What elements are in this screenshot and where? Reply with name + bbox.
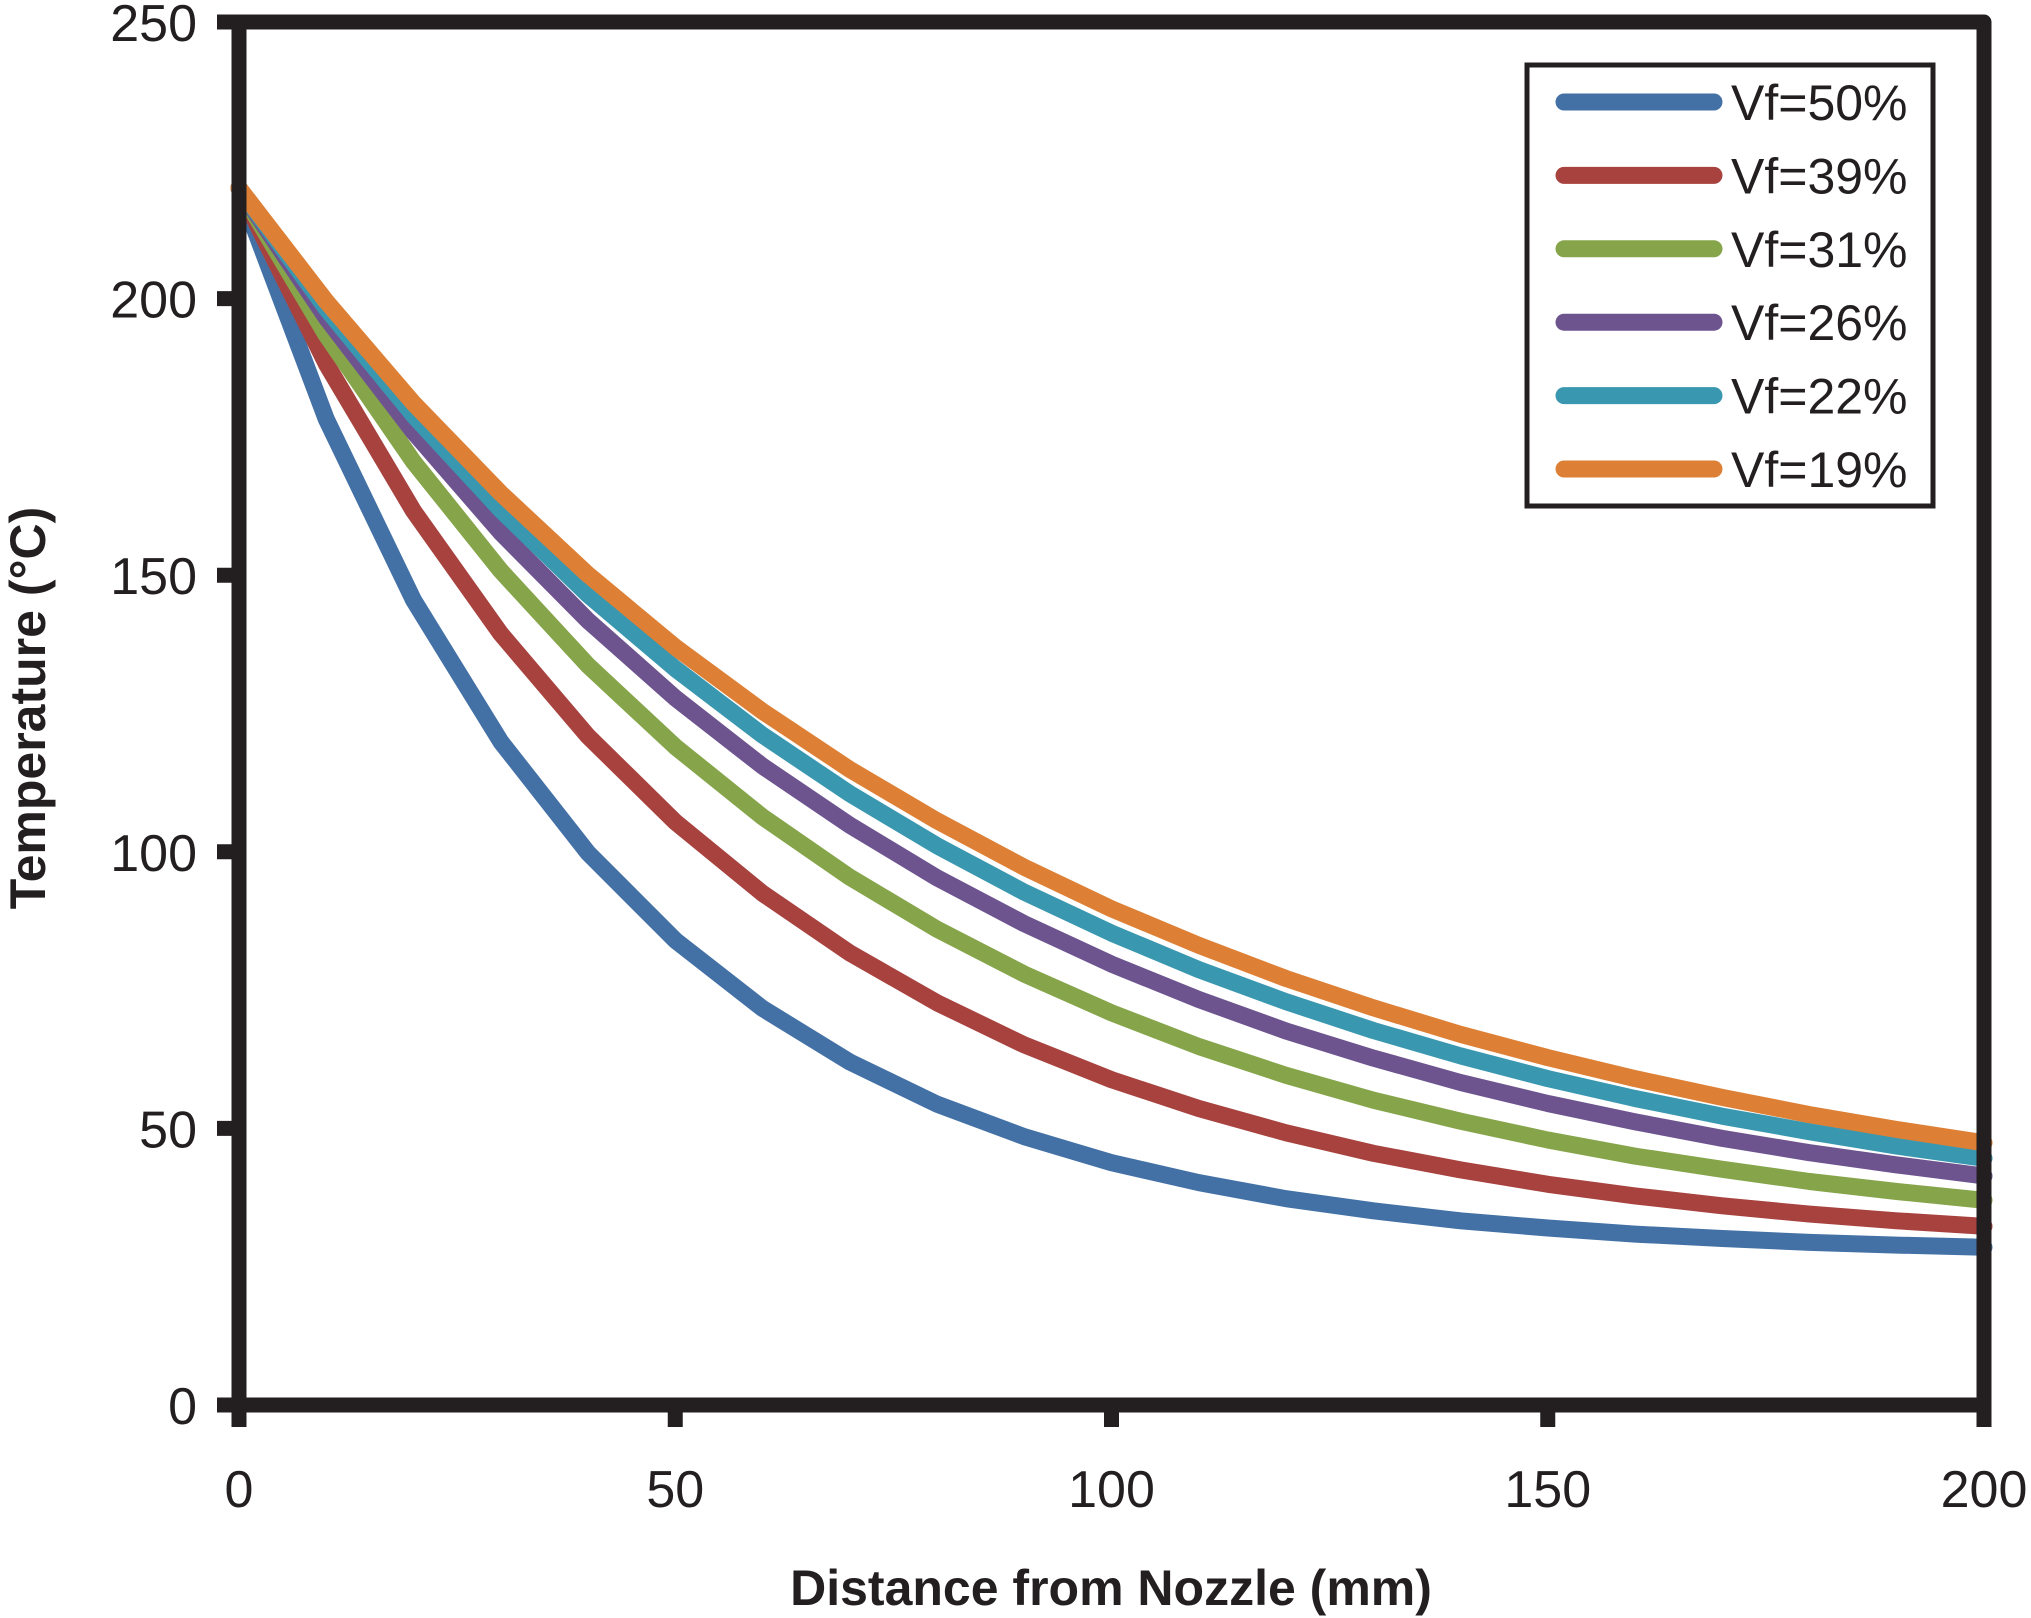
legend-label: Vf=50% [1731,75,1908,131]
legend-label: Vf=22% [1731,369,1908,425]
legend-items: Vf=50% Vf=39% Vf=31% Vf=26% Vf=22% Vf=19% [1555,75,1908,498]
ticks-layer [217,14,1992,1427]
x-tick-label: 200 [1941,1461,2028,1519]
y-axis-title: Temperature (°C) [0,507,56,909]
legend-box [1524,62,1936,509]
legend-label: Vf=31% [1731,222,1908,278]
tick-labels-layer: 0 50 100 150 200 0 50 100 150 200 250 [110,0,2027,1519]
y-tick-label: 200 [110,272,197,330]
series-line-vf-50 [230,179,1993,1256]
legend-item: Vf=31% [1555,222,1908,278]
legend-item: Vf=50% [1555,75,1908,131]
x-tick-label: 150 [1504,1461,1591,1519]
legend-label: Vf=19% [1731,442,1908,498]
series-line-vf-31 [230,179,1993,1209]
x-tick-label: 100 [1068,1461,1155,1519]
x-axis-title: Distance from Nozzle (mm) [790,1560,1432,1616]
y-tick-label: 100 [110,825,197,883]
legend-label: Vf=39% [1731,148,1908,204]
legend-label: Vf=26% [1731,295,1908,351]
legend-item: Vf=39% [1555,148,1908,204]
x-tick-label: 0 [225,1461,254,1519]
y-tick-label: 0 [168,1378,197,1436]
legend-item: Vf=19% [1555,442,1908,498]
y-tick-label: 150 [110,548,197,606]
series-line-vf-22 [230,179,1993,1167]
x-tick-label: 50 [646,1461,704,1519]
legend-item: Vf=26% [1555,295,1908,351]
series-line-vf-39 [230,179,1993,1235]
series-line-vf-19 [230,179,1993,1152]
y-tick-label: 250 [110,0,197,53]
y-tick-label: 50 [139,1101,197,1159]
legend-item: Vf=22% [1555,369,1908,425]
series-layer [230,179,1993,1256]
series-line-vf-26 [230,179,1993,1185]
legend: Vf=50% Vf=39% Vf=31% Vf=26% Vf=22% Vf=19% [1524,62,1936,509]
